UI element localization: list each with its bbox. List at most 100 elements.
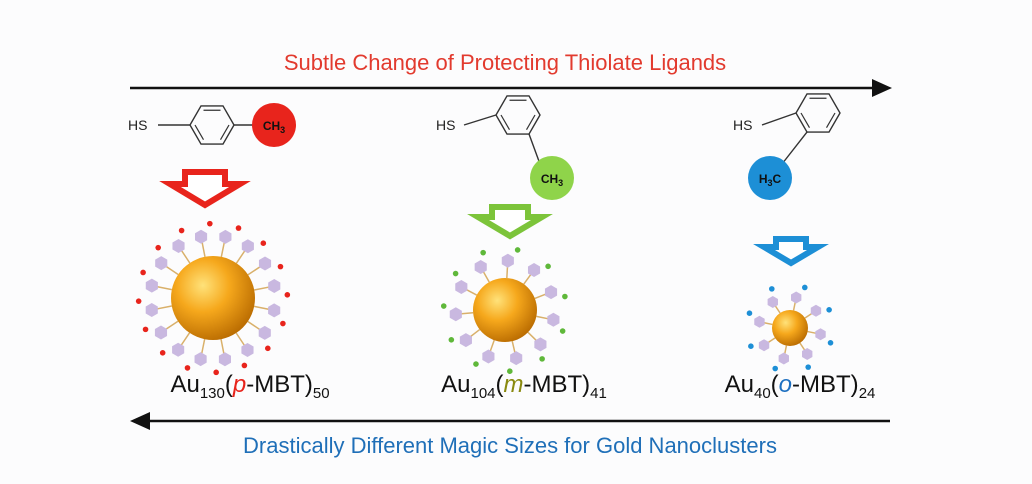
gold-core <box>171 256 255 340</box>
formula-part: -MBT) <box>792 371 859 398</box>
group-part: CH <box>541 172 558 186</box>
ligand <box>449 307 462 322</box>
formula-part: Au <box>725 371 754 398</box>
group-part: CH <box>263 119 280 133</box>
methyl-dot <box>480 249 486 256</box>
arrow-head <box>130 412 150 430</box>
group-part: 3 <box>767 178 772 188</box>
gold-core <box>473 278 537 342</box>
down-arrow <box>753 236 829 267</box>
ligand <box>459 333 472 348</box>
methyl-dot <box>260 240 267 246</box>
formula-part: 50 <box>313 385 330 402</box>
formula-part: Au <box>441 371 470 398</box>
bond <box>761 112 797 126</box>
bond <box>781 131 808 165</box>
methyl-circle <box>748 156 792 200</box>
bond <box>528 133 541 165</box>
ligand <box>534 337 547 352</box>
ligand <box>527 263 541 278</box>
cluster <box>440 247 568 374</box>
methyl-dot <box>241 362 248 369</box>
cluster <box>135 220 291 376</box>
methyl-dot <box>545 263 551 270</box>
down-arrow <box>467 204 553 240</box>
ligand <box>474 260 487 275</box>
methyl-dot <box>440 303 447 309</box>
ligand <box>544 285 558 300</box>
ligand <box>241 239 254 254</box>
methyl-dot <box>539 356 545 362</box>
formula-part: p <box>232 371 246 398</box>
ligand <box>219 229 232 244</box>
methyl-dot <box>235 225 242 231</box>
methyl-dot <box>769 286 775 292</box>
formula-part: -MBT) <box>246 371 313 398</box>
group-part: 3 <box>558 178 563 188</box>
ligand <box>802 347 813 360</box>
ligand <box>155 256 168 271</box>
formula-part: o <box>779 371 792 398</box>
ligand <box>758 339 770 352</box>
gold-core <box>772 310 808 346</box>
formula-part: 41 <box>590 385 607 402</box>
methyl-dot <box>805 364 811 370</box>
ligand <box>778 352 790 365</box>
thiol-label: HS <box>436 117 455 133</box>
thiol-label: HS <box>733 117 752 133</box>
double-bond <box>219 124 230 141</box>
methyl-dot <box>213 369 219 376</box>
methyl-dot <box>827 339 834 346</box>
methyl-dot <box>452 270 459 277</box>
formula-part: m <box>504 371 524 398</box>
double-bond <box>194 124 205 141</box>
top-label: Subtle Change of Protecting Thiolate Lig… <box>284 50 726 75</box>
methyl-label: H3C <box>759 172 782 188</box>
methyl-dot <box>142 326 149 333</box>
methyl-dot <box>155 244 161 251</box>
double-bond <box>800 112 811 129</box>
methyl-dot <box>514 247 521 253</box>
ligand <box>194 352 207 367</box>
double-bond <box>500 114 511 131</box>
ligand <box>482 349 495 364</box>
ligand <box>172 342 185 357</box>
cluster-formula: Au40(o-MBT)24 <box>725 371 876 402</box>
ligand <box>194 229 208 244</box>
ligand <box>268 279 281 294</box>
methyl-dot <box>748 343 754 349</box>
cluster <box>746 284 834 372</box>
formula-part: ( <box>771 371 779 398</box>
ligand <box>547 312 560 327</box>
thiol-label: HS <box>128 117 147 133</box>
ligand <box>754 315 765 328</box>
methyl-label: CH3 <box>541 172 563 188</box>
methyl-dot <box>159 350 166 356</box>
formula-part: ( <box>496 371 504 398</box>
methyl-circle <box>252 103 296 147</box>
formula-part: Au <box>170 371 199 398</box>
ligand <box>510 351 523 366</box>
methyl-dot <box>772 365 779 372</box>
group-part: H <box>759 172 768 186</box>
methyl-dot <box>178 227 185 234</box>
formula-part: 104 <box>470 385 495 402</box>
methyl-dot <box>746 310 753 317</box>
formula-part: 40 <box>754 385 771 402</box>
double-bond <box>525 114 536 131</box>
arrow-head <box>872 79 892 97</box>
methyl-dot <box>184 365 191 371</box>
ligand <box>810 304 822 317</box>
down-arrow <box>159 169 251 209</box>
ligand <box>455 279 468 294</box>
methyl-dot <box>826 307 832 313</box>
double-bond <box>825 112 836 129</box>
ligand <box>145 278 158 293</box>
methyl-dot <box>277 263 284 270</box>
ligand <box>145 302 158 317</box>
methyl-dot <box>284 292 291 298</box>
ligand <box>815 328 826 341</box>
ligand <box>501 253 514 268</box>
